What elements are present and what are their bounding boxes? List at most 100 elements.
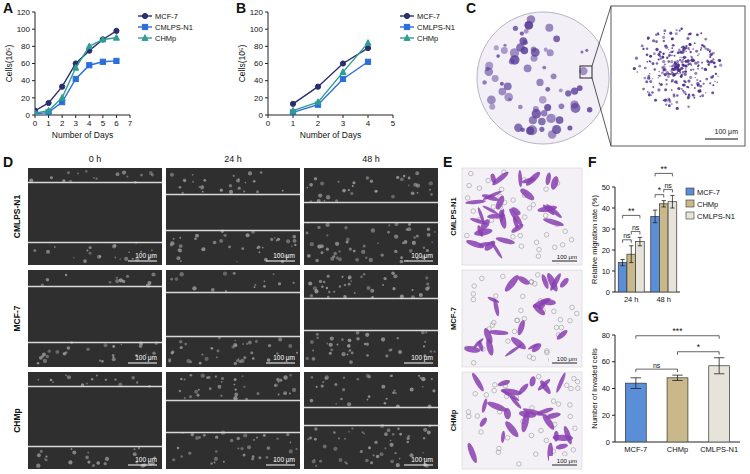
- cell: [406, 437, 409, 440]
- cell: [504, 343, 523, 358]
- cell: [638, 65, 641, 68]
- pore: [533, 452, 538, 457]
- wound-edge: [304, 298, 438, 299]
- cell: [652, 78, 653, 79]
- cell: [395, 392, 397, 394]
- cell: [384, 447, 386, 449]
- cell: [210, 462, 213, 465]
- cell: [54, 246, 56, 248]
- colony: [556, 116, 564, 124]
- cell: [295, 448, 297, 450]
- y-tick-label: 80: [21, 42, 30, 51]
- cell: [497, 379, 511, 388]
- y-tick: [32, 80, 35, 81]
- colony: [523, 40, 528, 45]
- cell: [365, 333, 369, 337]
- panel-letter: F: [588, 154, 597, 170]
- cell: [243, 433, 247, 437]
- pore: [569, 237, 574, 242]
- x-tick: [89, 115, 90, 118]
- cell: [96, 461, 100, 465]
- pore: [573, 426, 578, 431]
- cell: [485, 338, 495, 356]
- cell: [666, 71, 669, 74]
- bar: [651, 216, 660, 292]
- point: [365, 59, 370, 64]
- cell: [705, 78, 708, 81]
- legend-marker: [404, 24, 409, 29]
- point: [87, 63, 92, 68]
- cell: [685, 51, 686, 52]
- cell: [179, 272, 183, 276]
- legend: MCF-7CHMpCMLPS-N1: [686, 188, 735, 221]
- cell: [176, 256, 180, 260]
- colony: [587, 107, 592, 112]
- bar: [625, 383, 646, 442]
- cell: [679, 72, 681, 74]
- cell: [700, 47, 702, 49]
- colony: [548, 130, 557, 139]
- cell: [694, 42, 696, 44]
- cell: [648, 92, 649, 93]
- cell: [382, 284, 384, 286]
- x-tick: [116, 115, 117, 118]
- point: [46, 107, 52, 113]
- cell: [416, 184, 420, 188]
- cell: [239, 360, 242, 363]
- cell: [671, 103, 673, 105]
- cell: [361, 250, 365, 254]
- cell: [391, 195, 395, 199]
- x-tick-label: 1: [291, 119, 296, 128]
- cell: [184, 378, 186, 380]
- cell: [498, 209, 508, 229]
- colony: [551, 73, 557, 79]
- cell: [367, 286, 371, 290]
- y-tick: [32, 97, 35, 98]
- cell: [215, 436, 218, 439]
- cell: [233, 343, 237, 347]
- colony: [539, 127, 544, 132]
- cell: [347, 353, 349, 355]
- cell: [481, 398, 489, 413]
- scale-label: 100 μm: [135, 252, 157, 260]
- pore: [491, 205, 496, 210]
- cell: [310, 242, 314, 246]
- cell: [678, 49, 681, 52]
- cell: [316, 386, 318, 388]
- cell: [313, 286, 317, 290]
- y-tick-label: 120: [17, 8, 31, 17]
- cell: [521, 176, 536, 185]
- series-line: [35, 61, 116, 114]
- point: [340, 76, 345, 81]
- cell: [366, 354, 368, 356]
- pore: [529, 433, 534, 438]
- cell: [397, 337, 399, 339]
- significance-label: ns: [653, 362, 661, 369]
- cell: [709, 82, 711, 84]
- cell: [254, 284, 256, 286]
- cell: [33, 249, 36, 252]
- significance-label: **: [660, 164, 667, 174]
- y-tick: [32, 29, 35, 30]
- cell: [177, 447, 179, 449]
- error-line: [719, 358, 720, 374]
- cell: [413, 236, 416, 239]
- cell: [396, 463, 400, 467]
- cell: [72, 450, 76, 454]
- cell: [230, 439, 233, 442]
- point: [100, 36, 106, 42]
- scale-bar: [404, 261, 433, 262]
- cell: [649, 80, 652, 83]
- cell: [112, 345, 115, 348]
- cell: [683, 80, 685, 82]
- cell: [326, 195, 330, 199]
- cell: [717, 81, 718, 82]
- cell: [410, 387, 414, 391]
- y-tick: [612, 361, 615, 362]
- cell: [647, 37, 650, 40]
- cell: [256, 392, 259, 395]
- cell: [263, 434, 266, 437]
- wound-edge: [28, 242, 162, 243]
- cell: [406, 441, 408, 443]
- error-cap: [629, 262, 633, 263]
